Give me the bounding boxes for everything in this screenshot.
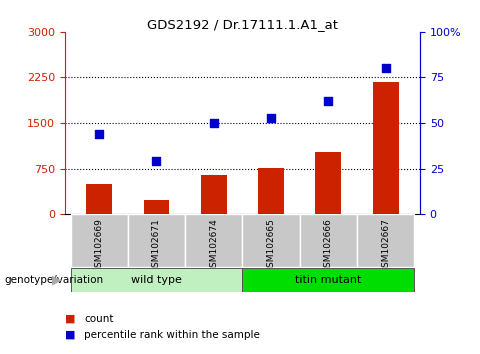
Bar [71, 214, 128, 267]
Text: GSM102669: GSM102669 [95, 218, 104, 273]
Text: GSM102666: GSM102666 [324, 218, 333, 273]
Text: wild type: wild type [131, 275, 182, 285]
Bar [128, 214, 185, 267]
Text: GSM102667: GSM102667 [381, 218, 390, 273]
Text: GSM102671: GSM102671 [152, 218, 161, 273]
Text: titin mutant: titin mutant [295, 275, 361, 285]
Bar [201, 175, 227, 214]
Bar [258, 168, 284, 214]
Bar [71, 268, 242, 292]
Text: ▶: ▶ [52, 274, 61, 286]
Bar [144, 200, 169, 214]
Text: GSM102665: GSM102665 [266, 218, 276, 273]
Point [96, 131, 103, 137]
Text: count: count [84, 314, 113, 324]
Text: ■: ■ [65, 330, 75, 339]
Bar [300, 214, 357, 267]
Point [267, 115, 275, 120]
Bar [357, 214, 414, 267]
Point [153, 159, 160, 164]
Bar [315, 152, 341, 214]
Bar [185, 214, 242, 267]
Bar [373, 82, 398, 214]
Text: ■: ■ [65, 314, 75, 324]
Point [324, 98, 332, 104]
Text: percentile rank within the sample: percentile rank within the sample [84, 330, 260, 339]
Bar [242, 268, 414, 292]
Text: GSM102674: GSM102674 [209, 218, 218, 273]
Title: GDS2192 / Dr.17111.1.A1_at: GDS2192 / Dr.17111.1.A1_at [147, 18, 338, 31]
Text: genotype/variation: genotype/variation [5, 275, 104, 285]
Point [382, 65, 389, 71]
Point [210, 120, 217, 126]
Bar [242, 214, 300, 267]
Bar [86, 184, 112, 214]
